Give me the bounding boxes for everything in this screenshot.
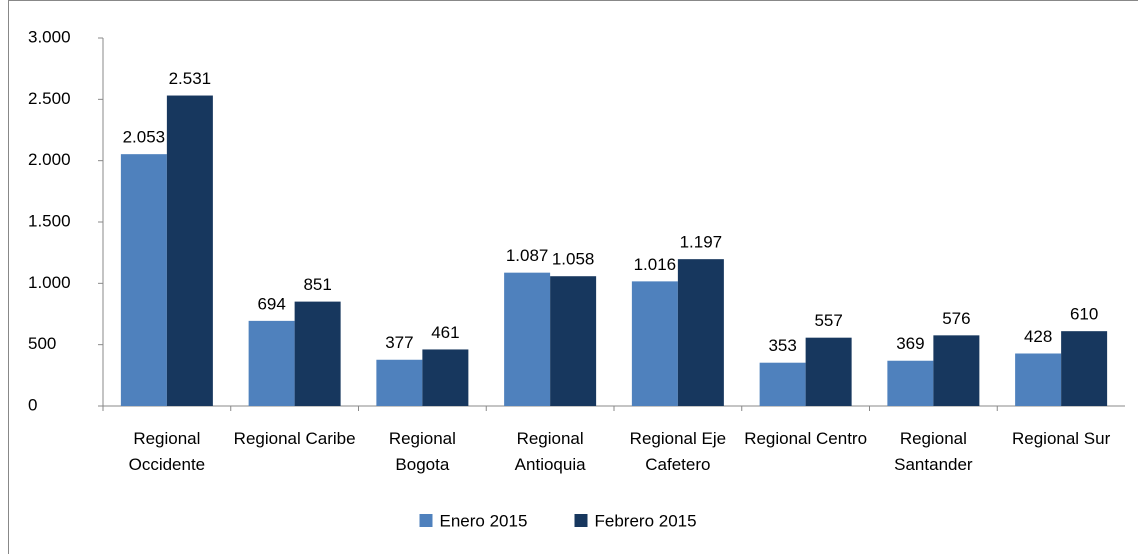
bar: [1061, 331, 1108, 406]
x-tick-label: Regional Centro: [744, 429, 868, 448]
x-tick-label: Regional Sur: [1011, 429, 1111, 448]
value-label: 353: [768, 336, 796, 355]
bar: [631, 281, 678, 406]
bar: [805, 337, 852, 406]
value-label: 428: [1024, 327, 1052, 346]
y-tick-label: 1.000: [28, 273, 71, 292]
chart-frame: [8, 0, 1138, 554]
bar: [550, 276, 597, 406]
bar: [376, 359, 423, 406]
legend-swatch: [574, 514, 588, 527]
x-tick-label: Regional Santander: [894, 429, 973, 474]
x-tick-label: Regional Eje Cafetero: [629, 429, 727, 474]
value-label: 576: [942, 309, 970, 328]
value-label: 2.053: [123, 128, 166, 147]
bar: [504, 272, 551, 406]
value-label: 1.058: [552, 250, 595, 269]
y-tick-label: 500: [28, 334, 56, 353]
value-label: 2.531: [169, 69, 212, 88]
bar: [887, 360, 934, 406]
x-tick-label: Regional Bogota: [388, 429, 456, 474]
bar: [933, 335, 980, 406]
x-tick-label: Regional Antioquia: [514, 429, 586, 474]
y-tick-label: 2.500: [28, 89, 71, 108]
x-tick-label: Regional Occidente: [128, 429, 206, 474]
bar: [248, 320, 295, 406]
y-tick-label: 2.000: [28, 150, 71, 169]
value-label: 377: [385, 333, 413, 352]
value-label: 694: [257, 294, 285, 313]
y-tick-label: 0: [28, 395, 37, 414]
value-label: 369: [896, 334, 924, 353]
value-label: 557: [814, 311, 842, 330]
x-tick-label: Regional Caribe: [233, 429, 356, 448]
bar: [294, 301, 341, 406]
legend-label: Febrero 2015: [595, 511, 697, 530]
value-label: 461: [431, 323, 459, 342]
value-label: 610: [1070, 305, 1098, 324]
value-label: 851: [303, 275, 331, 294]
y-tick-label: 3.000: [28, 27, 71, 46]
value-label: 1.197: [680, 233, 723, 252]
bar: [422, 349, 469, 406]
y-tick-label: 1.500: [28, 211, 71, 230]
value-label: 1.016: [634, 255, 677, 274]
bar: [120, 154, 167, 406]
bar: [677, 259, 724, 406]
bar: [166, 95, 213, 406]
bar: [759, 362, 806, 406]
legend-swatch: [419, 514, 433, 527]
bar: [1015, 353, 1062, 406]
legend-label: Enero 2015: [440, 511, 528, 530]
value-label: 1.087: [506, 246, 549, 265]
